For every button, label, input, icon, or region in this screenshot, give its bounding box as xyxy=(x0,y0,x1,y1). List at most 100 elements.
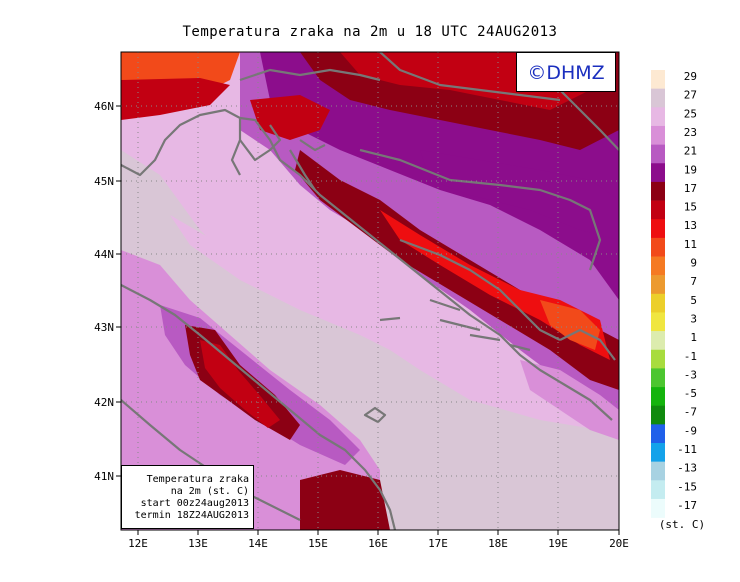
border-serbia xyxy=(559,89,619,151)
legend-swatch xyxy=(651,275,665,295)
legend-label: -11 xyxy=(677,443,697,456)
legend-swatch xyxy=(651,498,665,518)
legend-swatch xyxy=(651,480,665,500)
islands-dalmatia xyxy=(379,298,531,352)
legend-swatch xyxy=(651,181,665,201)
lon-label: 18E xyxy=(488,537,508,550)
map-title: Temperatura zraka na 2m u 18 UTC 24AUG20… xyxy=(182,24,558,40)
legend-label: 19 xyxy=(684,163,697,176)
po-valley-red xyxy=(121,78,230,120)
info-line: termin 18Z24AUG2013 xyxy=(134,510,249,521)
sea-pink-band xyxy=(170,215,560,410)
istria xyxy=(239,124,282,162)
info-line: Temperatura zraka xyxy=(146,474,249,485)
legend-swatch xyxy=(651,163,665,183)
island-small xyxy=(363,406,387,424)
legend-swatch xyxy=(651,256,665,276)
legend-swatch xyxy=(651,387,665,406)
border-montenegro xyxy=(559,328,616,361)
lat-label: 44N xyxy=(94,248,114,261)
legend-swatch xyxy=(651,349,665,369)
south-italy-hot xyxy=(300,470,390,530)
legend-swatch xyxy=(651,144,665,164)
legend-swatch xyxy=(651,405,665,425)
legend-swatch xyxy=(651,331,665,351)
info-box: Temperatura zraka na 2m (st. C) start 00… xyxy=(121,465,254,529)
plot-frame xyxy=(120,51,620,531)
italy-hot-core xyxy=(200,340,280,428)
legend-swatch xyxy=(651,424,665,444)
lon-label: 14E xyxy=(248,537,268,550)
lon-label: 15E xyxy=(308,537,328,550)
legend-label: 27 xyxy=(684,89,697,102)
lon-label: 20E xyxy=(609,537,629,550)
legend-label: 15 xyxy=(684,201,697,214)
legend-label: 13 xyxy=(684,219,697,232)
legend-swatch xyxy=(651,237,665,257)
lat-label: 45N xyxy=(94,175,114,188)
legend-label: 25 xyxy=(684,107,697,120)
legend-swatch xyxy=(651,107,665,127)
island-cres xyxy=(289,149,316,191)
southeast-hot xyxy=(540,300,600,350)
legend-swatch xyxy=(651,461,665,481)
dhmz-watermark: ©DHMZ xyxy=(516,52,616,92)
border-hungary xyxy=(379,52,561,102)
axis-ticks xyxy=(116,105,620,535)
legend-label: 9 xyxy=(690,257,697,270)
lat-label: 42N xyxy=(94,396,114,409)
legend-label: 21 xyxy=(684,145,697,158)
legend-unit: (st. C) xyxy=(659,518,705,531)
lat-label: 46N xyxy=(94,100,114,113)
color-legend: 29 27 25 23 21 19 17 15 13 11 9 7 5 3 1 -1 -3 -5 -7 -9 -11 -1… xyxy=(651,70,697,518)
border-slovenia xyxy=(239,68,381,82)
coastlines xyxy=(121,52,619,530)
lon-label: 12E xyxy=(128,537,148,550)
legend-swatch xyxy=(651,368,665,388)
legend-label: -13 xyxy=(677,462,697,475)
legend-label: 17 xyxy=(684,182,697,195)
legend-swatch xyxy=(651,293,665,313)
legend-label: 1 xyxy=(690,331,697,344)
info-line: na 2m (st. C) xyxy=(170,486,249,497)
legend-swatch xyxy=(651,443,665,462)
legend-label: 5 xyxy=(690,294,697,307)
lon-label: 16E xyxy=(368,537,388,550)
temperature-field xyxy=(121,52,619,530)
legend-swatch xyxy=(651,200,665,220)
legend-label: 3 xyxy=(690,312,697,325)
legend-label: -7 xyxy=(684,406,697,419)
italy-east-coast xyxy=(121,108,397,530)
lat-label: 41N xyxy=(94,470,114,483)
istria-red xyxy=(250,95,330,140)
legend-label: 11 xyxy=(684,238,697,251)
bosnia-purple xyxy=(420,150,619,240)
montenegro-sea-edge xyxy=(520,360,619,440)
longitude-labels: 12E 13E 14E 15E 16E 17E 18E 19E 20E xyxy=(128,537,629,550)
legend-label: -15 xyxy=(677,480,697,493)
legend-label: -1 xyxy=(684,350,697,363)
legend-swatch xyxy=(651,70,665,89)
legend-label: 23 xyxy=(684,126,697,139)
island-krk xyxy=(299,139,326,152)
legend-swatch xyxy=(651,125,665,145)
legend-swatch xyxy=(651,219,665,239)
croatia-coast xyxy=(239,116,613,421)
lon-label: 13E xyxy=(188,537,208,550)
border-bosnia xyxy=(359,148,602,271)
lat-label: 43N xyxy=(94,321,114,334)
legend-label: -5 xyxy=(684,387,697,400)
info-line: start 00z24aug2013 xyxy=(140,498,249,509)
border-bosnia-south xyxy=(399,238,561,341)
legend-label: -17 xyxy=(677,499,697,512)
legend-label: 29 xyxy=(684,70,697,83)
latitude-labels: 46N 45N 44N 43N 42N 41N xyxy=(94,100,114,483)
graticule xyxy=(121,52,619,530)
lon-label: 17E xyxy=(428,537,448,550)
legend-label: -9 xyxy=(684,424,697,437)
legend-label: 7 xyxy=(690,275,697,288)
lon-label: 19E xyxy=(548,537,568,550)
legend-label: -3 xyxy=(684,368,697,381)
legend-swatch xyxy=(651,88,665,108)
